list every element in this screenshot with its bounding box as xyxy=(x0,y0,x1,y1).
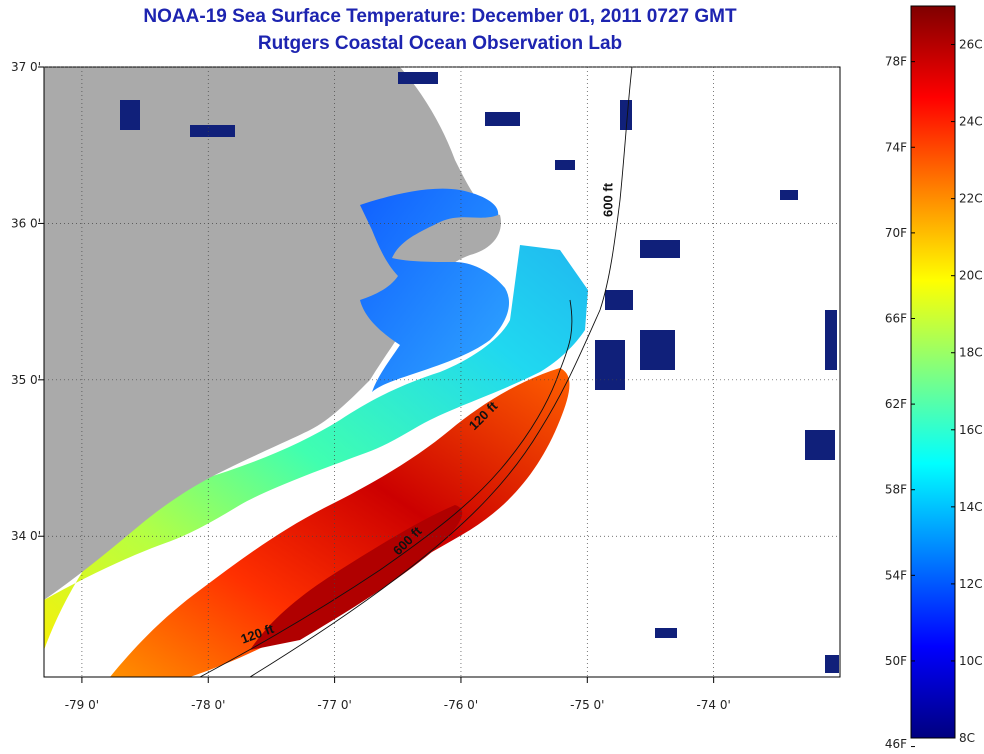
colorbar-fahrenheit-labels: 78F 74F 70F 66F 62F 58F 54F 50F 46F xyxy=(885,55,915,751)
lon-tick-label: -75 0' xyxy=(570,698,604,712)
colorbar-label-c: 24C xyxy=(959,115,983,129)
lon-tick-label: -79 0' xyxy=(65,698,99,712)
colorbar-celsius-labels: 26C 24C 22C 20C 18C 16C 14C 12C 10C 8C xyxy=(951,38,983,745)
colorbar-label-f: 70F xyxy=(885,226,907,240)
lon-tick-label: -76 0' xyxy=(444,698,478,712)
colorbar-label-c: 26C xyxy=(959,38,983,52)
lat-tick-label: 37 0' xyxy=(11,60,41,74)
gulf-stream-band xyxy=(110,368,570,677)
scattered-data-pixels xyxy=(120,72,839,673)
colorbar-label-c: 16C xyxy=(959,423,983,437)
colorbar-label-c: 22C xyxy=(959,192,983,206)
lon-tick-label: -74 0' xyxy=(696,698,730,712)
pamlico-sound xyxy=(360,188,510,392)
contour-label: 600 ft xyxy=(601,182,616,217)
colorbar-label-f: 50F xyxy=(885,654,907,668)
lat-tick-label: 36 0' xyxy=(11,216,41,230)
lon-tick-label: -78 0' xyxy=(191,698,225,712)
colorbar-label-c: 12C xyxy=(959,577,983,591)
colorbar-label-f: 54F xyxy=(885,568,907,582)
lat-tick-label: 34 0' xyxy=(11,529,41,543)
contour-600ft xyxy=(249,67,633,677)
shelf-water xyxy=(44,245,588,677)
colorbar-label-f: 78F xyxy=(885,55,907,69)
lat-tick-label: 35 0' xyxy=(11,373,41,387)
colorbar-label-c: 20C xyxy=(959,269,983,283)
map-title: NOAA-19 Sea Surface Temperature: Decembe… xyxy=(143,6,737,27)
warm-core xyxy=(250,505,463,650)
colorbar-label-f: 62F xyxy=(885,397,907,411)
colorbar-ramp xyxy=(910,5,956,739)
graticule xyxy=(44,66,840,677)
colorbar-label-f: 58F xyxy=(885,483,907,497)
colorbar-label-c: 10C xyxy=(959,654,983,668)
colorbar-label-c: 18C xyxy=(959,346,983,360)
colorbar-label-c: 8C xyxy=(959,731,975,745)
colorbar-label-f: 66F xyxy=(885,311,907,325)
map-frame xyxy=(43,66,841,678)
colorbar-label-f: 46F xyxy=(885,737,907,751)
colorbar-label-c: 14C xyxy=(959,500,983,514)
lon-tick-label: -77 0' xyxy=(317,698,351,712)
colorbar-label-f: 74F xyxy=(885,140,907,154)
longitude-ticks: -79 0' -78 0' -77 0' -76 0' -75 0' -74 0' xyxy=(65,677,731,712)
latitude-ticks: 37 0' 36 0' 35 0' 34 0' xyxy=(11,60,44,543)
contour-120ft xyxy=(199,299,573,677)
map-subtitle: Rutgers Coastal Ocean Observation Lab xyxy=(257,33,623,54)
